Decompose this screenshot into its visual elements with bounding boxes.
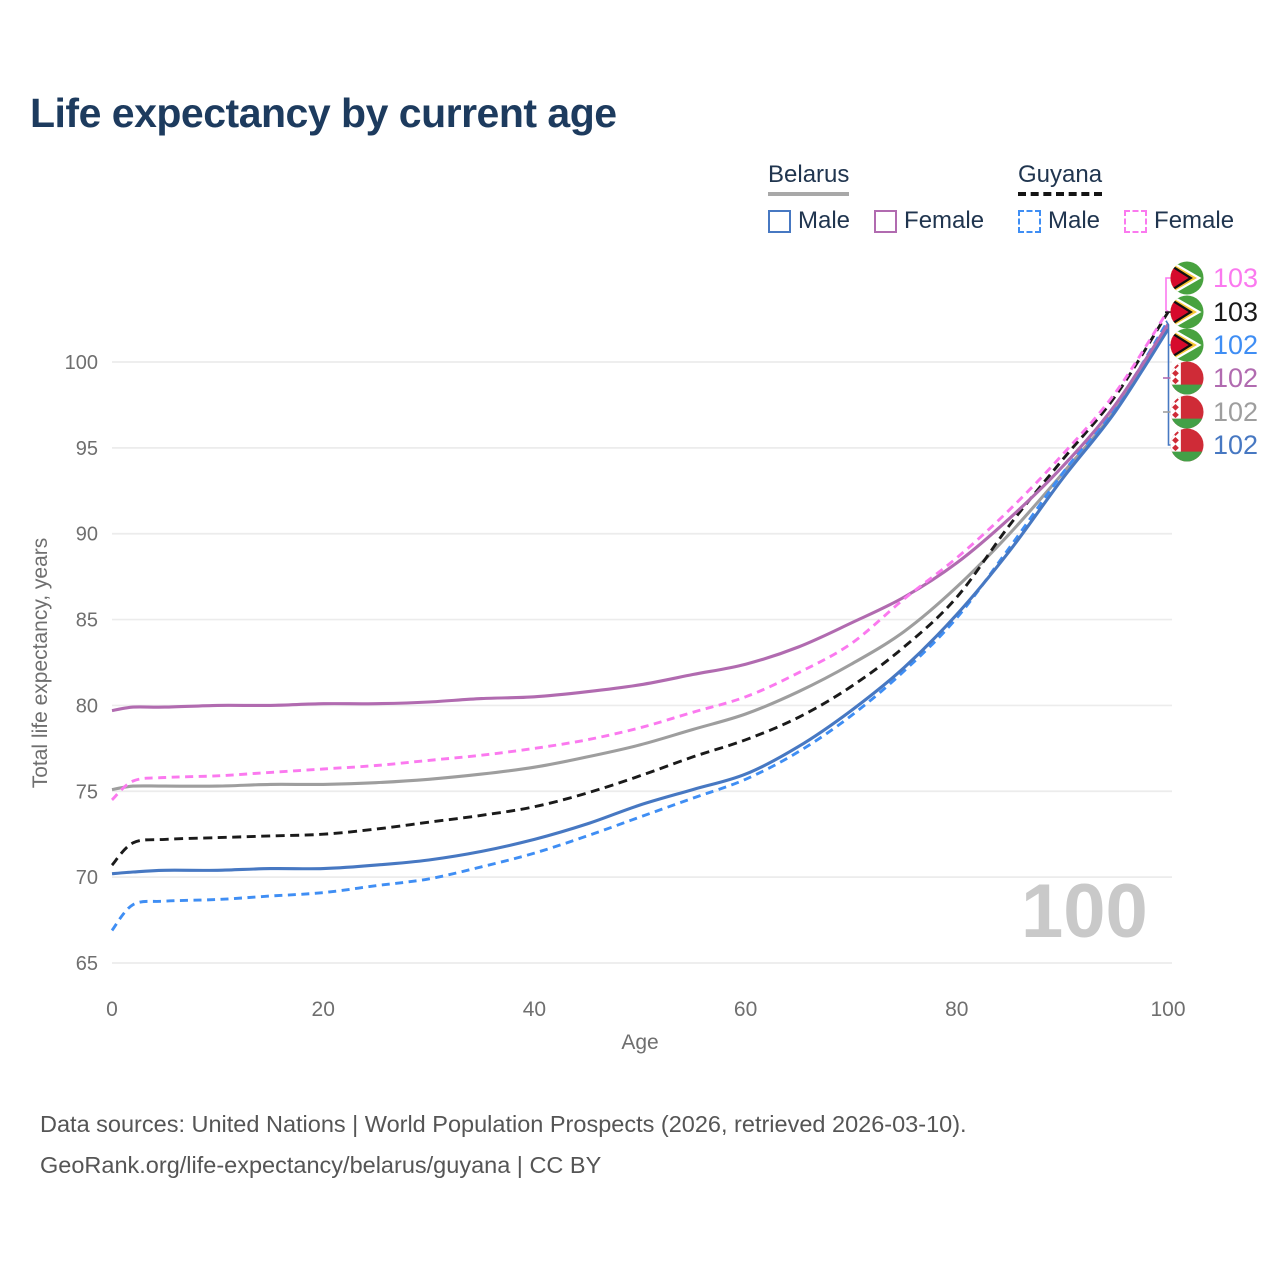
series-line-guyana-both-sexes-: [110, 311, 1170, 867]
guyana-flag-icon: [1170, 328, 1204, 362]
series-line-guyana-male: [110, 320, 1170, 932]
x-tick-40: 40: [523, 998, 546, 1021]
series-line-belarus-male: [111, 328, 1170, 876]
end-label-row-belarus-4: 102: [1170, 395, 1258, 429]
y-tick-95: 95: [76, 438, 98, 460]
end-label-row-belarus-5: 102: [1170, 428, 1258, 462]
legend-group-guyana: Guyana Male Female: [1018, 161, 1258, 235]
y-axis-title: Total life expectancy, years: [29, 538, 52, 789]
current-age-watermark: 100: [1021, 869, 1148, 954]
end-label-row-guyana-1: 103: [1170, 295, 1258, 329]
legend-header-guyana: Guyana: [1018, 161, 1103, 196]
end-label-row-guyana-0: 103: [1170, 261, 1258, 295]
belarus-flag-icon: [1170, 361, 1204, 395]
x-tick-60: 60: [734, 998, 757, 1021]
y-tick-75: 75: [76, 781, 98, 803]
x-tick-100: 100: [1150, 998, 1185, 1021]
end-label-value: 102: [1213, 396, 1259, 427]
footer-attribution: GeoRank.org/life-expectancy/belarus/guya…: [40, 1152, 602, 1178]
legend-label-guyana-female: Female: [1154, 207, 1235, 234]
leader-belarus-male: [1165, 320, 1172, 446]
legend-label-belarus-male: Male: [798, 207, 851, 234]
y-tick-70: 70: [76, 867, 98, 889]
end-label-value: 102: [1213, 362, 1259, 393]
y-tick-65: 65: [76, 953, 98, 975]
guyana-male-line-swatch: [1018, 209, 1041, 233]
y-tick-100: 100: [65, 352, 98, 374]
end-label-value: 102: [1213, 329, 1259, 360]
legend-group-belarus: Belarus Male Female: [768, 161, 1008, 235]
y-tick-90: 90: [76, 524, 98, 546]
series-line-belarus-female: [111, 323, 1170, 713]
footer: Data sources: United Nations | World Pop…: [40, 1104, 967, 1186]
x-tick-20: 20: [312, 998, 335, 1021]
legend-label-guyana-male: Male: [1048, 207, 1101, 234]
x-tick-80: 80: [945, 998, 968, 1021]
x-axis-title: Age: [621, 1031, 658, 1054]
belarus-female-line-swatch: [874, 209, 898, 233]
end-label-value: 103: [1213, 296, 1259, 327]
y-tick-80: 80: [76, 695, 98, 717]
guyana-female-line-swatch: [1124, 209, 1148, 233]
end-label-value: 102: [1213, 429, 1259, 460]
guyana-flag-icon: [1170, 261, 1204, 295]
series-line-guyana-female: [110, 309, 1170, 801]
guyana-flag-icon: [1170, 295, 1204, 329]
belarus-flag-icon: [1170, 395, 1204, 429]
legend-header-belarus: Belarus: [768, 161, 850, 196]
leader-guyana-female: [1165, 277, 1171, 311]
belarus-male-line-swatch: [768, 209, 791, 233]
series-line-belarus-both-sexes-: [111, 326, 1170, 792]
x-tick-0: 0: [106, 998, 118, 1021]
end-label-row-belarus-3: 102: [1170, 361, 1258, 395]
belarus-flag-icon: [1170, 428, 1204, 462]
legend-label-belarus-female: Female: [904, 207, 985, 234]
footer-data-sources: Data sources: United Nations | World Pop…: [40, 1111, 967, 1137]
end-label-row-guyana-2: 102: [1170, 328, 1258, 362]
page-title: Life expectancy by current age: [30, 90, 617, 136]
y-tick-85: 85: [76, 610, 98, 632]
end-label-value: 103: [1213, 262, 1259, 293]
